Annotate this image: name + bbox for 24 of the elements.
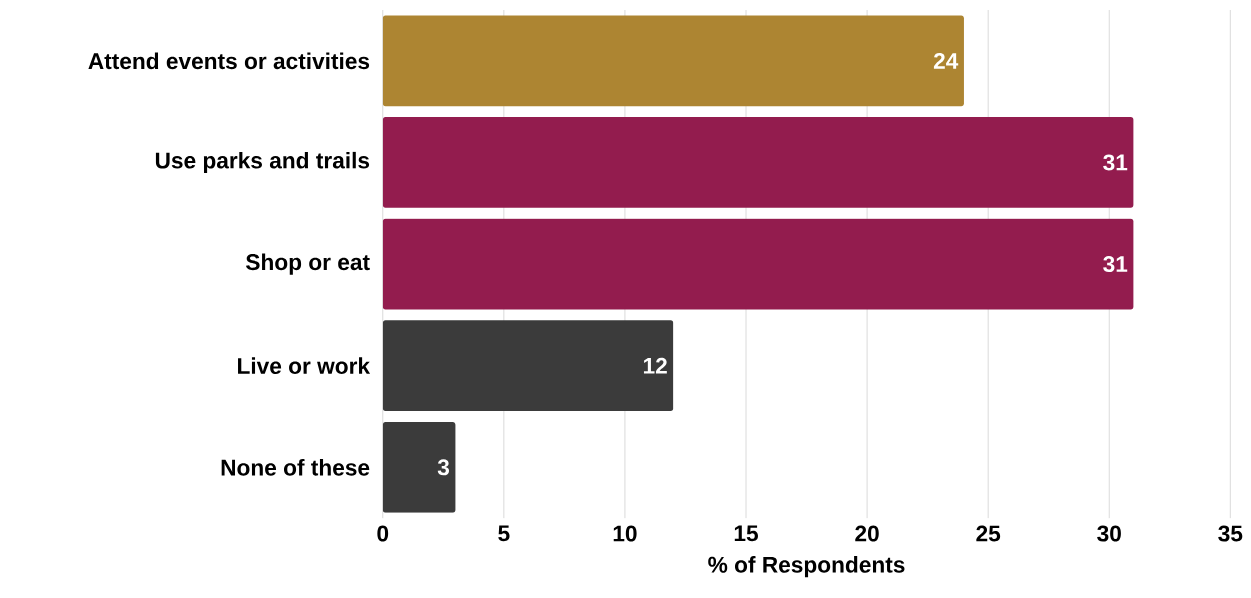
data-label: 24 <box>933 52 959 69</box>
x-axis-title: % of Respondents <box>708 556 905 578</box>
bar <box>382 15 964 107</box>
data-label: 12 <box>643 357 667 374</box>
y-tick-label: Attend events or activities <box>88 52 370 70</box>
data-label: 31 <box>1103 255 1128 273</box>
bar <box>382 218 1134 310</box>
data-label: 31 <box>1103 154 1128 171</box>
y-tick-label: Live or work <box>238 357 371 374</box>
x-tick-label: 0 <box>377 525 389 542</box>
bar <box>382 421 456 513</box>
x-tick-label: 10 <box>613 525 637 542</box>
x-tick-label: 30 <box>1097 525 1121 542</box>
x-tick-label: 25 <box>976 525 1001 542</box>
x-tick-label: 15 <box>734 525 758 542</box>
bar <box>382 320 674 411</box>
y-tick-label: Use parks and trails <box>155 151 370 173</box>
x-tick-label: 5 <box>498 525 510 542</box>
y-tick-label: Shop or eat <box>246 253 370 275</box>
bar <box>382 117 1134 208</box>
data-label: 3 <box>437 459 449 476</box>
x-tick-label: 20 <box>855 525 879 542</box>
y-tick-label: None of these <box>221 458 370 476</box>
x-tick-label: 35 <box>1218 525 1243 542</box>
